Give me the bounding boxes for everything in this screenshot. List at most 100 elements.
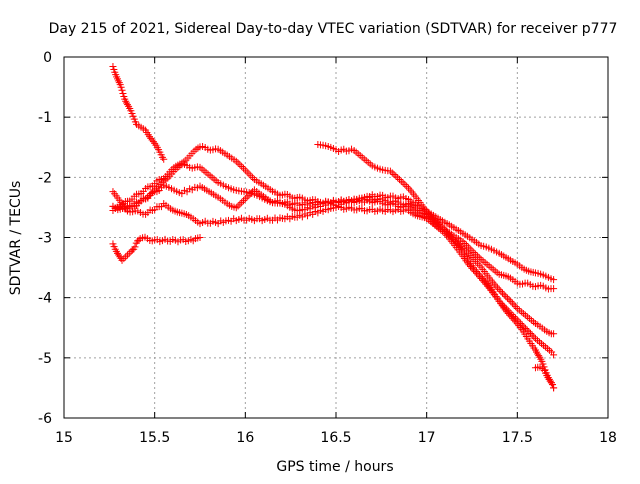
x-tick-label: 15: [55, 430, 73, 446]
data-point: [550, 285, 558, 293]
data-point: [466, 245, 474, 253]
y-tick-label: -4: [38, 291, 52, 307]
data-point: [156, 181, 164, 189]
data-point: [450, 236, 458, 244]
data-point: [472, 250, 480, 258]
data-point: [245, 170, 253, 178]
data-point: [123, 101, 131, 109]
data-point: [122, 97, 130, 105]
data-point: [243, 168, 251, 176]
data-point: [471, 266, 479, 274]
y-axis-label: SDTVAR / TECUs: [8, 181, 24, 296]
data-point: [386, 167, 394, 175]
data-point: [550, 384, 558, 392]
data-point: [510, 316, 518, 324]
data-point: [392, 172, 400, 180]
data-point: [234, 159, 242, 167]
series-track-f: [109, 233, 204, 264]
data-point: [550, 276, 558, 284]
data-point: [505, 296, 513, 304]
data-point: [397, 177, 405, 185]
data-point: [131, 243, 139, 251]
data-point: [434, 218, 442, 226]
data-point: [236, 161, 244, 169]
data-point: [243, 193, 251, 201]
data-point: [528, 331, 536, 339]
data-point: [503, 308, 511, 316]
data-point: [245, 191, 253, 199]
data-point: [444, 229, 452, 237]
data-point: [241, 195, 249, 203]
data-point: [512, 303, 520, 311]
data-point: [232, 204, 240, 212]
data-point: [437, 222, 445, 230]
data-point: [502, 292, 510, 300]
data-point: [125, 249, 133, 257]
data-point: [475, 254, 483, 262]
data-point: [238, 163, 246, 171]
data-point: [247, 189, 255, 197]
data-point: [120, 255, 128, 263]
data-point: [530, 333, 538, 341]
data-point: [512, 318, 520, 326]
x-tick-label: 16: [236, 430, 254, 446]
data-point: [196, 234, 204, 241]
data-point: [473, 252, 481, 260]
x-tick-label: 17.5: [502, 430, 533, 446]
data-point: [527, 329, 535, 337]
chart-title: Day 215 of 2021, Sidereal Day-to-day VTE…: [49, 21, 618, 37]
data-point: [539, 360, 547, 368]
data-point: [500, 291, 508, 299]
data-point: [435, 220, 443, 228]
data-point: [464, 243, 472, 251]
text-layer: Day 215 of 2021, Sidereal Day-to-day VTE…: [8, 21, 617, 475]
data-point: [401, 181, 409, 189]
data-point: [399, 179, 407, 187]
data-point: [154, 182, 162, 190]
data-point: [135, 236, 143, 244]
data-point: [503, 294, 511, 302]
data-point: [118, 86, 126, 94]
data-point: [119, 89, 127, 97]
data-point: [461, 239, 469, 247]
data-point: [463, 241, 471, 249]
x-tick-label: 15.5: [139, 430, 170, 446]
data-point: [442, 227, 450, 235]
data-point: [240, 164, 248, 172]
y-tick-label: -1: [38, 110, 52, 126]
data-point: [473, 268, 481, 276]
y-tick-label: -3: [38, 231, 52, 247]
data-point: [388, 169, 396, 177]
x-tick-label: 16.5: [320, 430, 351, 446]
data-point: [509, 315, 517, 323]
data-point: [109, 63, 117, 71]
data-point: [482, 278, 490, 286]
series-track-h: [531, 363, 558, 392]
data-point: [479, 274, 487, 282]
data-point: [432, 217, 440, 225]
data-point: [234, 202, 242, 210]
data-point: [495, 286, 503, 294]
plot-frame: [63, 56, 609, 419]
series-track-e: [109, 200, 558, 359]
data-point: [548, 381, 556, 389]
data-point: [117, 83, 125, 91]
data-point: [232, 157, 240, 165]
y-tick-label: -2: [38, 170, 52, 186]
data-point: [508, 299, 516, 307]
data-point: [149, 138, 157, 146]
y-tick-label: 0: [43, 50, 52, 66]
x-tick-label: 18: [599, 430, 617, 446]
data-point: [510, 301, 518, 309]
data-point: [476, 271, 484, 279]
data-point: [506, 311, 514, 319]
data-point: [394, 174, 402, 182]
x-axis-label: GPS time / hours: [276, 459, 393, 475]
data-point: [439, 224, 447, 232]
data-point: [395, 175, 403, 183]
y-tick-label: -5: [38, 351, 52, 367]
data-point: [468, 254, 476, 262]
data-point: [160, 155, 168, 163]
